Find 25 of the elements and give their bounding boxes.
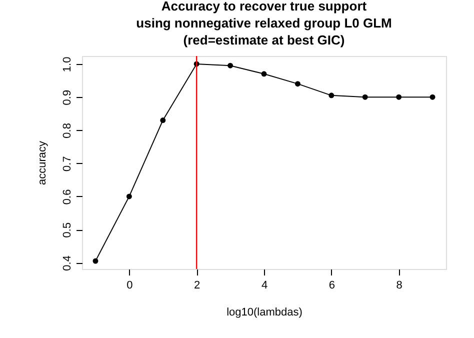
y-axis-title: accuracy (36, 140, 48, 186)
point (92, 258, 98, 264)
point (126, 194, 132, 200)
x-tick-label: 0 (126, 280, 133, 292)
x-tick-label: 8 (396, 280, 402, 292)
x-tick-label: 2 (194, 280, 200, 292)
y-tick-label: 1.0 (62, 56, 74, 72)
point (328, 92, 334, 98)
point (261, 71, 267, 77)
y-tick-label: 0.7 (62, 156, 74, 172)
x-tick-label: 6 (328, 280, 335, 292)
point (362, 94, 368, 100)
y-tick-label: 0.9 (62, 90, 74, 106)
y-tick-label: 0.4 (62, 256, 74, 271)
x-axis-title: log10(lambdas) (226, 306, 302, 318)
point (430, 94, 436, 100)
point (228, 62, 234, 68)
chart-title: Accuracy to recover true support using nonnegative relaxed group L0 GLM (red=estimate at best GIC) (136, 0, 392, 48)
x-tick-label: 4 (261, 280, 268, 292)
y-tick-label: 0.5 (62, 222, 74, 238)
point (160, 118, 166, 123)
point (294, 81, 300, 87)
y-tick-label: 0.8 (62, 123, 74, 138)
point (396, 94, 402, 100)
y-tick-label: 0.6 (62, 189, 74, 205)
